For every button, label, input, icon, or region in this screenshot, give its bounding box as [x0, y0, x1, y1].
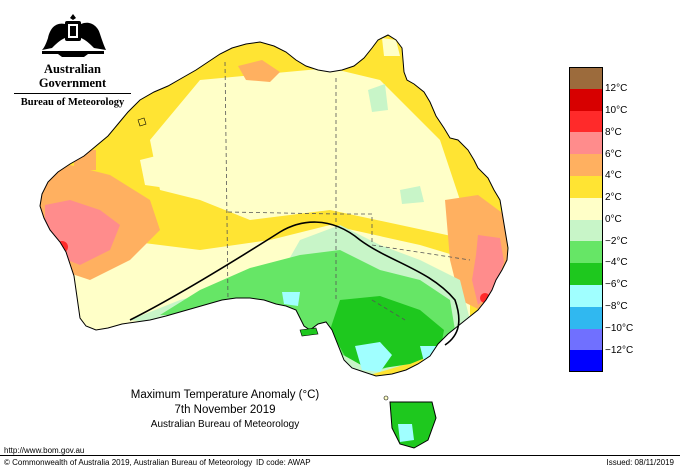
legend-label: 10°C — [605, 105, 628, 116]
legend-swatch-10 — [569, 110, 603, 133]
legend-swatch-neg8 — [569, 306, 603, 329]
legend-label: 0°C — [605, 214, 622, 225]
legend-swatch-0 — [569, 219, 603, 242]
legend-label: −6°C — [605, 279, 628, 290]
header: Australian Government Bureau of Meteorol… — [10, 12, 135, 109]
id-code: ID code: AWAP — [256, 458, 311, 467]
legend-swatch-6 — [569, 154, 603, 176]
footer-bar: © Commonwealth of Australia 2019, Austra… — [0, 455, 680, 468]
legend-label: 4°C — [605, 170, 622, 181]
legend-label: −2°C — [605, 236, 628, 247]
bureau-name: Bureau of Meteorology — [20, 97, 125, 108]
map-title-block: Maximum Temperature Anomaly (°C) 7th Nov… — [100, 388, 350, 431]
map-date: 7th November 2019 — [174, 404, 276, 416]
government-name: Australian Government — [38, 62, 107, 90]
legend-swatch-8 — [569, 132, 603, 155]
legend-swatch-neg2 — [569, 241, 603, 264]
legend-label: −8°C — [605, 301, 628, 312]
legend-label: −4°C — [605, 257, 628, 268]
map-title: Maximum Temperature Anomaly (°C) — [130, 389, 320, 401]
legend-label: −12°C — [605, 345, 634, 356]
legend-label: 6°C — [605, 149, 622, 160]
legend-label: −10°C — [605, 323, 634, 334]
legend-colorbar — [569, 67, 603, 373]
legend-swatch-4 — [569, 175, 603, 198]
legend-swatch-12 — [569, 88, 603, 111]
header-divider — [14, 93, 131, 94]
copyright-text: © Commonwealth of Australia 2019, Austra… — [4, 458, 253, 467]
coat-of-arms-icon — [41, 14, 106, 57]
legend-label: 12°C — [605, 83, 628, 94]
legend-swatch-neg10 — [569, 328, 603, 351]
legend-label: 8°C — [605, 127, 622, 138]
legend-swatch-neg6 — [569, 284, 603, 307]
issued-date: Issued: 08/11/2019 — [606, 458, 674, 467]
legend-swatch-neg4 — [569, 263, 603, 285]
legend-swatch-2 — [569, 197, 603, 220]
map-source: Australian Bureau of Meteorology — [150, 419, 300, 430]
website-link[interactable]: http://www.bom.gov.au — [4, 446, 85, 455]
legend-swatch-neg12 — [569, 350, 603, 373]
legend-swatch-top — [569, 67, 603, 89]
legend-label: 2°C — [605, 192, 622, 203]
